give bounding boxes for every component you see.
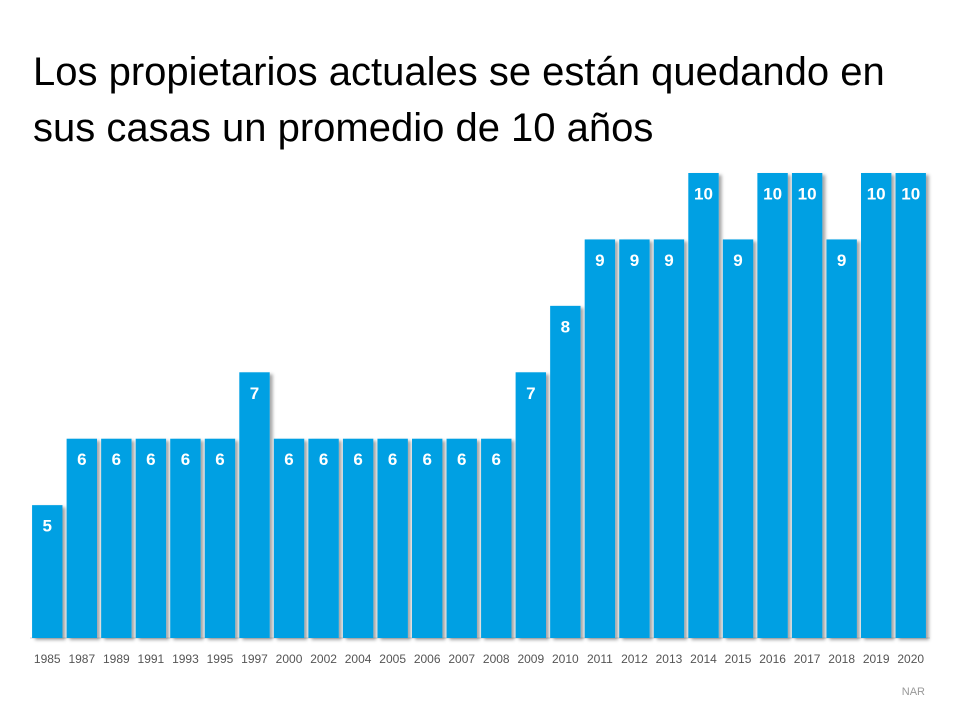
bar	[446, 438, 477, 638]
x-tick-label: 2012	[621, 652, 648, 666]
bar	[101, 438, 132, 638]
bar	[722, 239, 754, 638]
bar	[204, 438, 236, 638]
value-label: 5	[43, 517, 52, 536]
x-tick-label: 1985	[34, 652, 61, 666]
x-tick-label: 2005	[379, 652, 406, 666]
value-label: 10	[901, 184, 920, 203]
bar	[135, 438, 167, 638]
value-label: 6	[492, 450, 501, 469]
x-tick-label: 2020	[897, 652, 924, 666]
bar	[411, 438, 443, 638]
x-tick-label: 2010	[552, 652, 579, 666]
value-label: 6	[353, 450, 362, 469]
x-tick-label: 2007	[448, 652, 475, 666]
bar	[550, 305, 581, 638]
x-tick-label: 1991	[138, 652, 165, 666]
bar	[239, 372, 270, 638]
bar	[342, 438, 374, 638]
value-label: 10	[798, 184, 817, 203]
value-label: 6	[77, 450, 86, 469]
value-label: 6	[388, 450, 397, 469]
bar	[66, 438, 98, 638]
bar	[377, 438, 408, 638]
bar	[584, 239, 616, 638]
value-label: 7	[250, 384, 259, 403]
value-label: 9	[595, 251, 604, 270]
value-label: 10	[867, 184, 886, 203]
value-label: 9	[664, 251, 673, 270]
x-tick-label: 2002	[310, 652, 337, 666]
value-label: 9	[837, 251, 846, 270]
x-tick-label: 2016	[759, 652, 786, 666]
bar	[757, 173, 788, 638]
value-label: 6	[457, 450, 466, 469]
x-tick-label: 2017	[794, 652, 821, 666]
value-label: 10	[694, 184, 713, 203]
x-tick-label: 2008	[483, 652, 510, 666]
value-label: 6	[284, 450, 293, 469]
value-label: 9	[630, 251, 639, 270]
bar	[619, 239, 650, 638]
bar	[308, 438, 339, 638]
x-tick-label: 1997	[241, 652, 268, 666]
chart-title: Los propietarios actuales se están queda…	[33, 50, 885, 150]
x-tick-label: 2014	[690, 652, 717, 666]
bar	[826, 239, 857, 638]
bar	[273, 438, 305, 638]
value-label: 6	[146, 450, 155, 469]
bar	[653, 239, 685, 638]
x-tick-label: 1995	[207, 652, 234, 666]
value-label: 8	[561, 317, 570, 336]
value-label: 9	[733, 251, 742, 270]
value-label: 6	[215, 450, 224, 469]
x-tick-label: 2000	[276, 652, 303, 666]
x-tick-label: 2009	[517, 652, 544, 666]
value-label: 6	[319, 450, 328, 469]
source: NAR	[902, 686, 925, 698]
bar	[170, 438, 201, 638]
bar	[481, 438, 512, 638]
x-tick-label: 2004	[345, 652, 372, 666]
x-tick-label: 2006	[414, 652, 441, 666]
value-label: 7	[526, 384, 535, 403]
bar	[791, 173, 823, 638]
value-label: 6	[422, 450, 431, 469]
x-tick-label: 2019	[863, 652, 890, 666]
bar	[895, 173, 926, 638]
x-tick-label: 2013	[656, 652, 683, 666]
x-tick-label: 2018	[828, 652, 855, 666]
x-tick-label: 1989	[103, 652, 130, 666]
value-label: 10	[763, 184, 782, 203]
bar	[688, 173, 719, 638]
value-label: 6	[181, 450, 190, 469]
bar	[515, 372, 547, 638]
x-tick-label: 2015	[725, 652, 752, 666]
bar	[860, 173, 892, 638]
x-tick-label: 1987	[68, 652, 95, 666]
x-tick-label: 1993	[172, 652, 199, 666]
value-label: 6	[112, 450, 121, 469]
x-tick-label: 2011	[587, 652, 613, 666]
bar	[32, 505, 63, 638]
